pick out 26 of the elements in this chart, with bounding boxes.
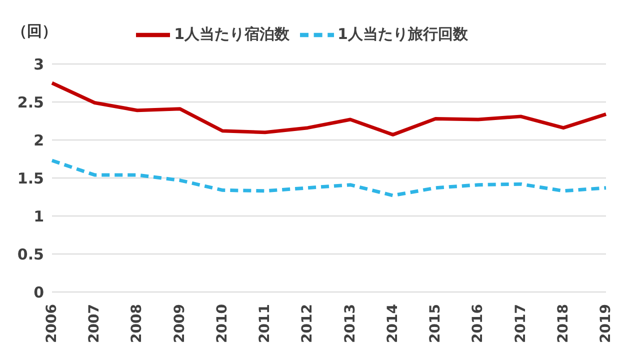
x-tick-label: 2010 (214, 304, 230, 343)
legend-label: 1人当たり旅行回数 (338, 25, 468, 44)
y-tick-label: 3 (34, 55, 44, 74)
legend-label: 1人当たり宿泊数 (174, 25, 290, 44)
x-tick-label: 2007 (86, 304, 103, 343)
x-tick-label: 2013 (342, 304, 358, 343)
y-tick-label: 2 (34, 131, 44, 150)
x-tick-label: 2016 (470, 304, 486, 343)
y-tick-label: 1.5 (17, 169, 44, 188)
y-tick-label: 0.5 (17, 245, 44, 264)
y-tick-label: 0 (34, 283, 44, 302)
line-series (50, 81, 608, 136)
x-tick-label: 2017 (512, 304, 529, 343)
x-tick-label: 2019 (598, 304, 614, 343)
x-tick-label: 2011 (257, 304, 274, 343)
x-tick-label: 2015 (428, 304, 444, 343)
x-tick-label: 2012 (300, 304, 316, 343)
line-series (50, 158, 608, 198)
x-tick-label: 2008 (129, 304, 146, 343)
x-tick-label: 2018 (555, 304, 572, 343)
y-axis-title: （回） (12, 22, 57, 41)
x-tick-label: 2006 (44, 304, 60, 343)
y-tick-label: 2.5 (17, 93, 44, 112)
x-tick-label: 2009 (172, 304, 188, 343)
y-tick-label: 1 (34, 207, 44, 226)
x-tick-label: 2014 (384, 304, 401, 343)
